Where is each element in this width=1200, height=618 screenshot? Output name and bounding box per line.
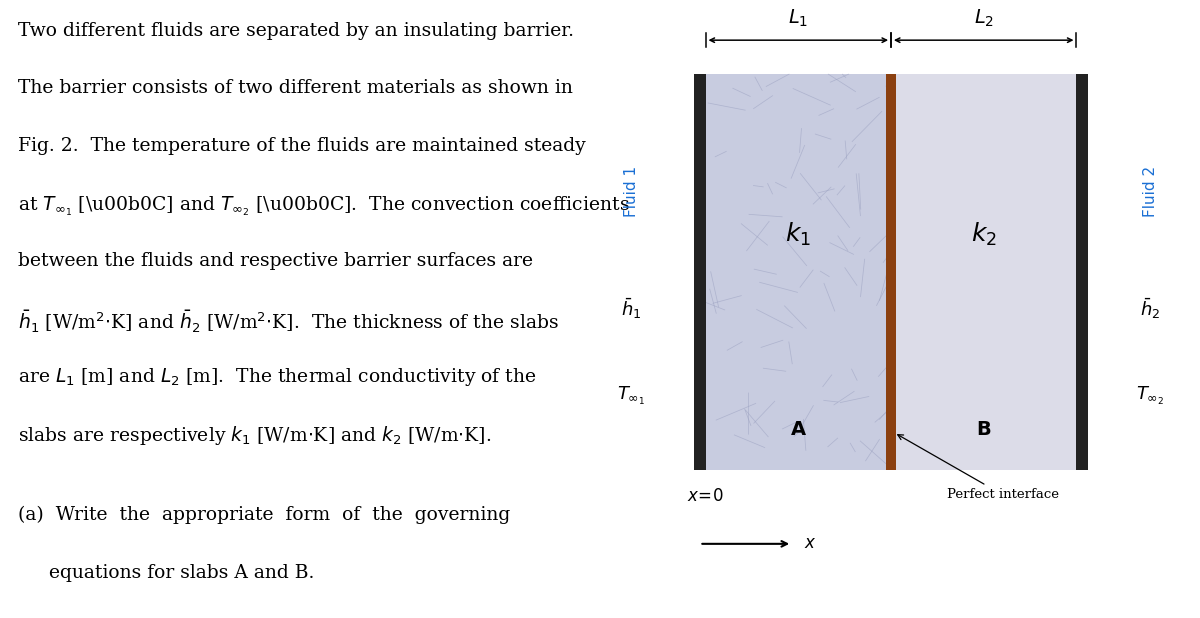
Text: $x$: $x$ <box>804 535 817 552</box>
Text: $T_{\infty_2}$: $T_{\infty_2}$ <box>1136 384 1165 407</box>
Text: (a)  Write  the  appropriate  form  of  the  governing: (a) Write the appropriate form of the go… <box>18 506 510 525</box>
Text: between the fluids and respective barrier surfaces are: between the fluids and respective barrie… <box>18 252 533 269</box>
Text: $\bar{h}_1$: $\bar{h}_1$ <box>622 297 642 321</box>
Text: $L_2$: $L_2$ <box>973 8 994 29</box>
Text: $\mathbf{B}$: $\mathbf{B}$ <box>976 421 991 439</box>
Text: Perfect interface: Perfect interface <box>898 434 1058 501</box>
Text: $T_{\infty_1}$: $T_{\infty_1}$ <box>617 384 646 407</box>
Text: are $L_1$ [m] and $L_2$ [m].  The thermal conductivity of the: are $L_1$ [m] and $L_2$ [m]. The thermal… <box>18 366 536 389</box>
Text: slabs are respectively $k_1$ [W/m$\cdot$K] and $k_2$ [W/m$\cdot$K].: slabs are respectively $k_1$ [W/m$\cdot$… <box>18 424 491 447</box>
Text: Fluid 1: Fluid 1 <box>624 166 638 217</box>
Text: equations for slabs A and B.: equations for slabs A and B. <box>49 564 314 582</box>
Text: The barrier consists of two different materials as shown in: The barrier consists of two different ma… <box>18 79 572 97</box>
Text: Fluid 2: Fluid 2 <box>1144 166 1158 217</box>
Text: $x\!=\!0$: $x\!=\!0$ <box>688 488 724 506</box>
Bar <box>706 74 890 470</box>
Text: Two different fluids are separated by an insulating barrier.: Two different fluids are separated by an… <box>18 22 574 40</box>
Text: $k_1$: $k_1$ <box>785 221 811 248</box>
Text: $\mathbf{A}$: $\mathbf{A}$ <box>790 421 806 439</box>
Bar <box>890 74 1076 470</box>
Text: $\bar{h}_1$ [W/m$^2{\cdot}$K] and $\bar{h}_2$ [W/m$^2{\cdot}$K].  The thickness : $\bar{h}_1$ [W/m$^2{\cdot}$K] and $\bar{… <box>18 309 558 335</box>
Bar <box>1076 74 1087 470</box>
Bar <box>886 74 896 470</box>
Bar <box>695 74 706 470</box>
Text: $L_1$: $L_1$ <box>788 8 809 29</box>
Text: $\bar{h}_2$: $\bar{h}_2$ <box>1140 297 1160 321</box>
Text: Fig. 2.  The temperature of the fluids are maintained steady: Fig. 2. The temperature of the fluids ar… <box>18 137 586 154</box>
Text: at $T_{\infty_1}$ [\u00b0C] and $T_{\infty_2}$ [\u00b0C].  The convection coeffi: at $T_{\infty_1}$ [\u00b0C] and $T_{\inf… <box>18 194 630 218</box>
Text: $k_2$: $k_2$ <box>971 221 997 248</box>
